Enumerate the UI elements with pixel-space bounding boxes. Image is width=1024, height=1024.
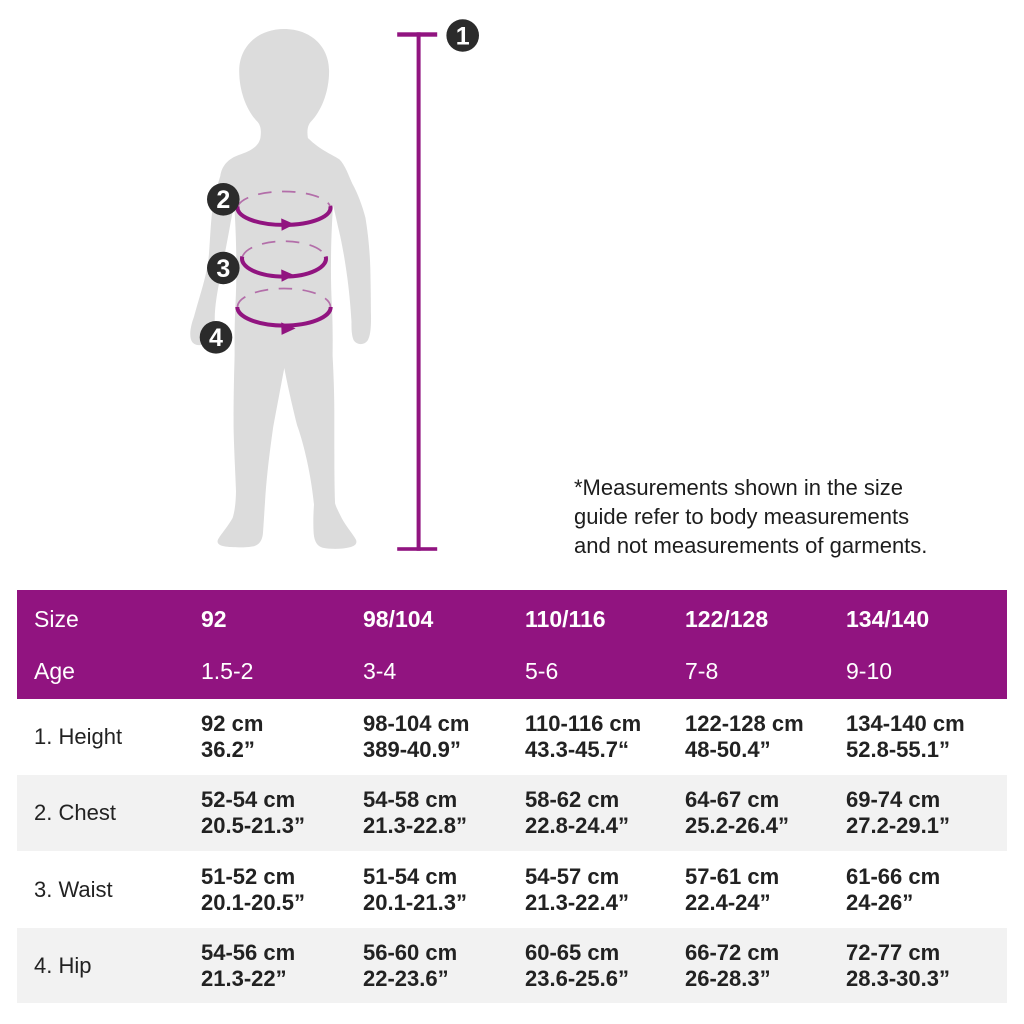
svg-text:2: 2 [216,186,230,214]
svg-text:3: 3 [216,255,230,283]
svg-text:4: 4 [209,324,223,352]
svg-text:1: 1 [456,22,470,50]
